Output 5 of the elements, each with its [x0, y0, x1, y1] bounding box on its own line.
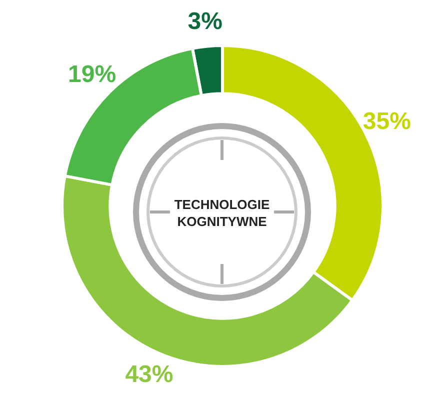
data-label: 3% — [188, 8, 222, 35]
text: TECHNOLOGIE KOGNITYWNE — [173, 196, 271, 230]
data-label: 43% — [125, 360, 174, 388]
data-label: 35% — [362, 108, 411, 135]
data-label: 19% — [68, 61, 116, 88]
